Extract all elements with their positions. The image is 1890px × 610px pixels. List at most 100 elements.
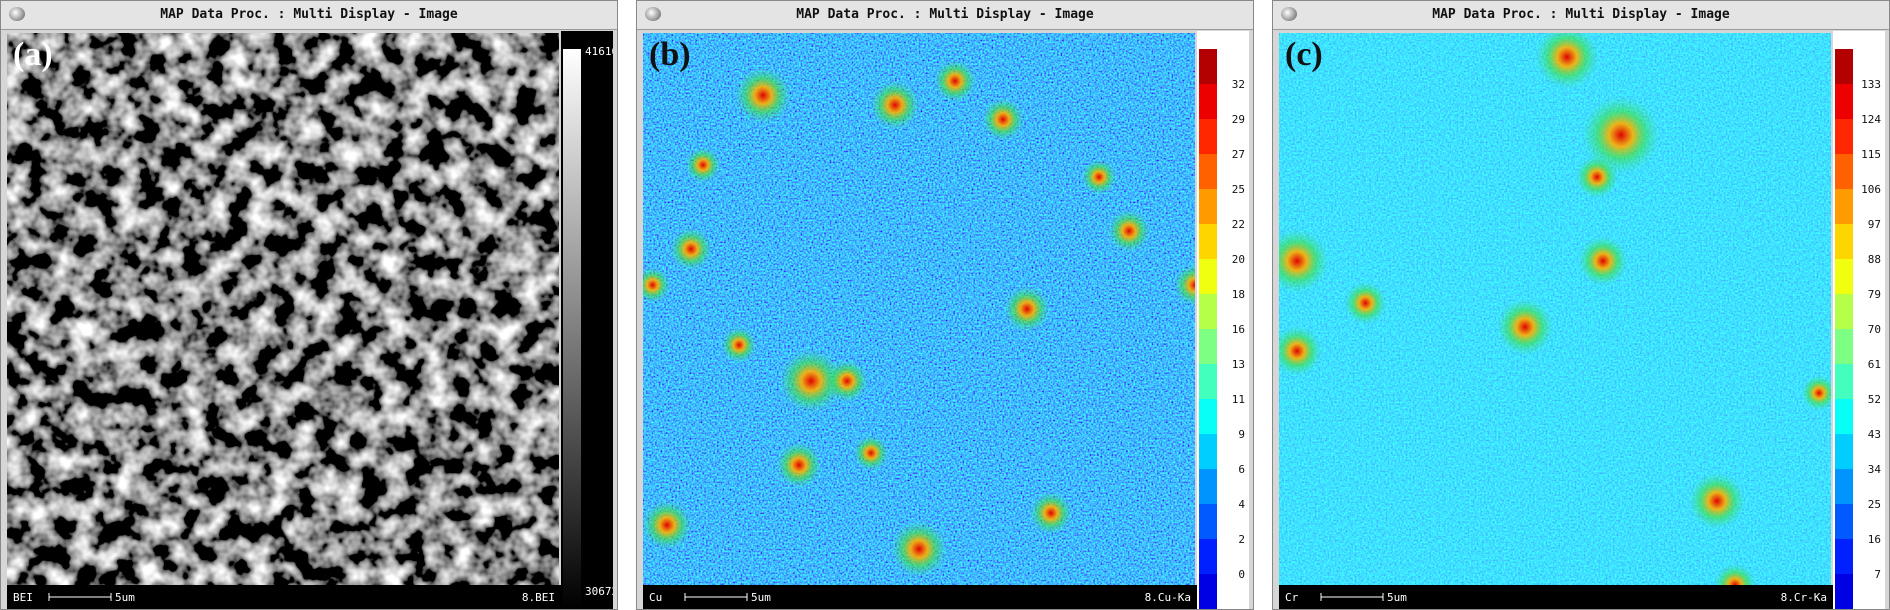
image	[1279, 33, 1831, 585]
scale-label: 7	[1874, 568, 1881, 581]
window-icon	[645, 7, 661, 21]
scale-label: 43	[1868, 428, 1881, 441]
scale-bar-label: 5um	[1387, 591, 1407, 604]
colorbar-band	[1199, 539, 1217, 575]
window-icon	[9, 7, 25, 21]
colorbar-band	[1835, 399, 1853, 435]
scale-label: 18	[1232, 288, 1245, 301]
colorbar-band	[1199, 329, 1217, 365]
colorbar-band	[1199, 84, 1217, 120]
window: MAP Data Proc. : Multi Display - Image (c…	[1272, 0, 1890, 610]
image-noise	[643, 33, 1195, 585]
colorbar-band	[1835, 539, 1853, 575]
colorbar-band	[1835, 434, 1853, 470]
image-noise	[7, 33, 559, 585]
scale-label: 0	[1238, 568, 1245, 581]
map-view: (a) 41616 30672 BEI 5um 8.BEI	[7, 31, 613, 609]
signal-name: Cu	[649, 591, 662, 604]
window-title: MAP Data Proc. : Multi Display - Image	[160, 7, 458, 22]
hot-spot	[1577, 235, 1629, 287]
scale-label: 79	[1868, 288, 1881, 301]
hot-spot	[1279, 325, 1323, 377]
scale-label: 11	[1232, 393, 1245, 406]
title-bar: MAP Data Proc. : Multi Display - Image	[1273, 1, 1889, 30]
colorbar-band	[1199, 119, 1217, 155]
hot-spot	[1534, 33, 1600, 90]
hot-spot	[1581, 95, 1661, 175]
hot-spot	[981, 97, 1025, 141]
colorbar-band	[1835, 49, 1853, 85]
panel-label: (a)	[13, 36, 53, 73]
hot-spot	[778, 348, 844, 414]
colorbar-band	[1835, 84, 1853, 120]
scale-label: 52	[1868, 393, 1881, 406]
scale-label: 25	[1232, 183, 1245, 196]
hot-spot	[1029, 491, 1073, 535]
scale-label: 25	[1868, 498, 1881, 511]
signal-name: Cr	[1285, 591, 1299, 604]
hot-spot	[721, 327, 757, 363]
window-title: MAP Data Proc. : Multi Display - Image	[796, 7, 1094, 22]
colorbar-band	[1835, 189, 1853, 225]
hot-spot	[775, 441, 823, 489]
colorbar-band	[1199, 294, 1217, 330]
hot-spot	[869, 79, 921, 131]
channel-name: 8.Cr-Ka	[1781, 591, 1827, 604]
hot-spot	[1801, 375, 1831, 411]
hot-spot	[1279, 228, 1330, 294]
colorbar-band	[1835, 364, 1853, 400]
colorbar-band	[1199, 434, 1217, 470]
scale-label: 133	[1861, 78, 1881, 91]
scale-label: 70	[1868, 323, 1881, 336]
colorbar-band	[1835, 329, 1853, 365]
hot-spot	[1173, 263, 1195, 307]
colorbar-band	[1199, 504, 1217, 540]
scale-label: 106	[1861, 183, 1881, 196]
colorbar-band	[1199, 469, 1217, 505]
scale-label: 27	[1232, 148, 1245, 161]
hot-spot	[685, 147, 721, 183]
colorbar-band	[1199, 224, 1217, 260]
scale-label: 20	[1232, 253, 1245, 266]
hot-spot	[825, 359, 869, 403]
scale-label: 16	[1868, 533, 1881, 546]
scale-label: 29	[1232, 113, 1245, 126]
colorbar-band	[1199, 399, 1217, 435]
signal-name: BEI	[13, 591, 33, 604]
scale-label: 4	[1238, 498, 1245, 511]
window-title: MAP Data Proc. : Multi Display - Image	[1432, 7, 1730, 22]
hot-spot	[669, 227, 713, 271]
scale-label: 124	[1861, 113, 1881, 126]
hot-spot	[1107, 209, 1151, 253]
hot-spot	[643, 267, 671, 303]
scale-label: 13	[1232, 358, 1245, 371]
map-view: (c) 133 124 115 106 97 88 79 70 61 52 43 34 25 16 7 Cr 5u…	[1279, 31, 1885, 609]
scale-label: 61	[1868, 358, 1881, 371]
colorbar-band	[1199, 259, 1217, 295]
scale-label: 41616	[585, 45, 613, 58]
hot-spot	[1343, 281, 1387, 325]
colorbar-band	[1835, 469, 1853, 505]
hot-spot	[1688, 472, 1746, 530]
hot-spot	[890, 520, 948, 578]
scale-bar-label: 5um	[751, 591, 771, 604]
hot-spot	[933, 59, 977, 103]
scale-label: 22	[1232, 218, 1245, 231]
colorbar-band	[1199, 574, 1217, 609]
scale-label: 97	[1868, 218, 1881, 231]
hot-spot	[1496, 298, 1554, 356]
colorbar-band	[1835, 154, 1853, 190]
scale-label: 32	[1232, 78, 1245, 91]
window: MAP Data Proc. : Multi Display - Image (b…	[636, 0, 1254, 610]
panel-label: (c)	[1285, 36, 1323, 73]
scale-bar-label: 5um	[115, 591, 135, 604]
title-bar: MAP Data Proc. : Multi Display - Image	[1, 1, 617, 30]
title-bar: MAP Data Proc. : Multi Display - Image	[637, 1, 1253, 30]
hot-spot	[643, 499, 693, 551]
scale-label: 6	[1238, 463, 1245, 476]
hot-spot	[1081, 159, 1117, 195]
scale-label: 34	[1868, 463, 1882, 476]
colorbar-band	[1199, 49, 1217, 85]
